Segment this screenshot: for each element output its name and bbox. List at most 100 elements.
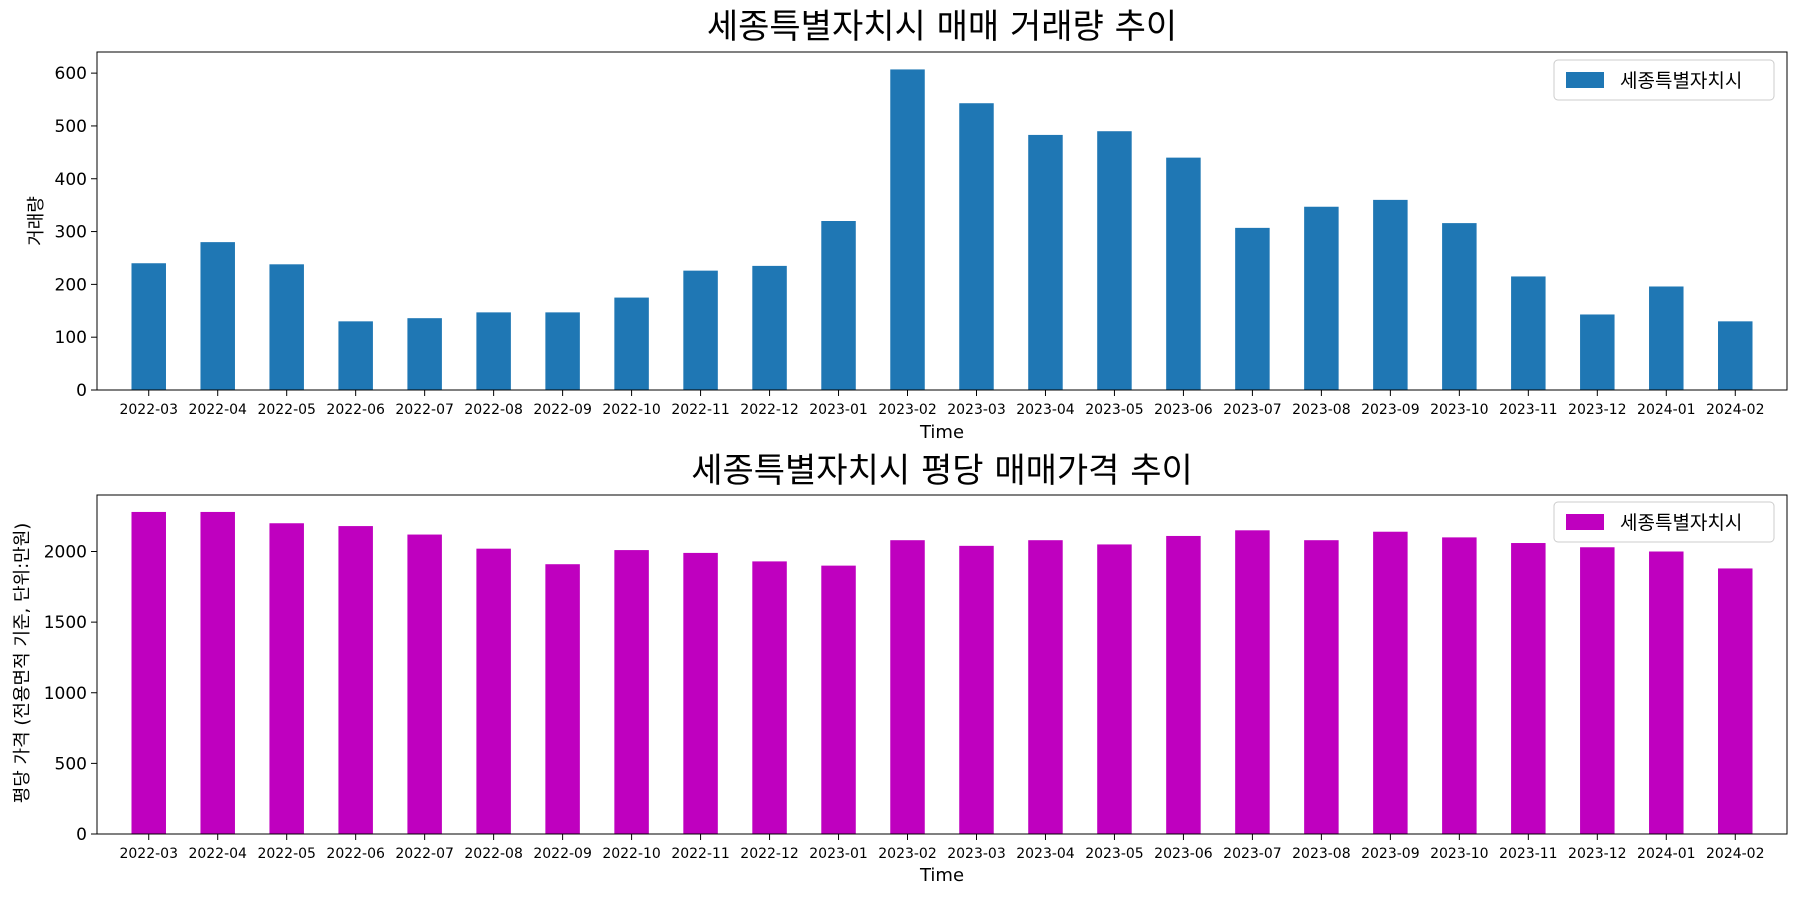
- bar: [1442, 537, 1477, 835]
- bar: [476, 548, 511, 834]
- x-tick-label: 2023-08: [1292, 402, 1351, 418]
- y-tick-label: 100: [55, 328, 87, 348]
- y-axis-label: 거래량: [26, 196, 47, 246]
- bar: [200, 242, 235, 391]
- bar: [407, 318, 442, 390]
- x-tick-label: 2022-06: [326, 402, 385, 418]
- bar: [959, 545, 994, 834]
- legend-frame: [1553, 501, 1775, 543]
- x-tick-label: 2023-09: [1361, 402, 1420, 418]
- axes-frame: [96, 494, 1788, 835]
- bar: [959, 103, 994, 390]
- bar: [200, 511, 235, 834]
- y-tick-label: 600: [55, 64, 87, 84]
- bar: [821, 221, 856, 390]
- bar: [1511, 276, 1546, 390]
- x-tick-label: 2022-11: [671, 402, 730, 418]
- bar: [1649, 551, 1684, 834]
- x-tick-label: 2024-02: [1706, 846, 1765, 862]
- bar: [1304, 206, 1339, 390]
- x-tick-label: 2022-03: [119, 402, 178, 418]
- bar: [1235, 530, 1270, 834]
- x-tick-label: 2022-08: [464, 846, 523, 862]
- chart-price: 세종특별자치시 평당 매매가격 추이 Time 평당 가격 (전용면적 기준, …: [12, 451, 1788, 886]
- x-tick-label: 2024-01: [1637, 402, 1696, 418]
- y-tick-label: 0: [76, 825, 87, 845]
- bar: [1373, 199, 1408, 391]
- x-tick-label: 2022-11: [671, 846, 730, 862]
- legend-swatch: [1566, 72, 1604, 88]
- bar: [131, 511, 166, 834]
- bar: [1166, 535, 1201, 834]
- bar: [1235, 227, 1270, 390]
- bar: [683, 270, 718, 390]
- bar: [338, 321, 373, 390]
- bar: [1166, 157, 1201, 391]
- legend-label: 세종특별자치시: [1620, 70, 1742, 92]
- y-tick-label: 0: [76, 381, 87, 401]
- x-tick-label: 2023-12: [1568, 402, 1627, 418]
- x-tick-label: 2023-06: [1154, 846, 1213, 862]
- x-tick-label: 2022-04: [188, 846, 247, 862]
- bar: [821, 565, 856, 835]
- y-tick-label: 1500: [44, 613, 87, 633]
- legend-swatch: [1566, 514, 1604, 530]
- bar: [1580, 547, 1615, 834]
- x-tick-label: 2023-07: [1223, 402, 1282, 418]
- x-tick-label: 2022-08: [464, 402, 523, 418]
- y-tick-label: 1000: [44, 684, 87, 704]
- bar: [752, 561, 787, 834]
- axes-frame: [96, 51, 1788, 391]
- bar: [269, 264, 304, 390]
- y-tick-label: 300: [55, 223, 87, 243]
- bar: [1097, 544, 1132, 834]
- x-tick-label: 2022-07: [395, 846, 454, 862]
- x-tick-label: 2023-12: [1568, 846, 1627, 862]
- bar: [1028, 540, 1063, 834]
- bar: [1718, 321, 1753, 390]
- bar: [890, 540, 925, 834]
- x-tick-label: 2023-10: [1430, 846, 1489, 862]
- x-tick-label: 2023-01: [809, 846, 868, 862]
- x-axis-label: Time: [919, 865, 964, 886]
- x-tick-label: 2022-05: [257, 402, 316, 418]
- bar: [1580, 314, 1615, 390]
- bar: [131, 263, 166, 390]
- x-tick-label: 2022-06: [326, 846, 385, 862]
- x-tick-label: 2022-12: [740, 402, 799, 418]
- legend: 세종특별자치시: [1553, 501, 1775, 543]
- y-tick-label: 200: [55, 275, 87, 295]
- x-tick-label: 2023-03: [947, 402, 1006, 418]
- y-axis-label: 평당 가격 (전용면적 기준, 단위:만원): [12, 523, 33, 804]
- x-tick-label: 2023-04: [1016, 846, 1075, 862]
- chart-title: 세종특별자치시 평당 매매가격 추이: [691, 451, 1193, 491]
- x-tick-label: 2023-04: [1016, 402, 1075, 418]
- x-axis-label: Time: [919, 422, 964, 443]
- bar: [890, 69, 925, 391]
- x-tick-label: 2022-10: [602, 402, 661, 418]
- bar: [1649, 286, 1684, 390]
- legend: 세종특별자치시: [1553, 59, 1775, 101]
- x-tick-label: 2023-09: [1361, 846, 1420, 862]
- x-tick-label: 2023-10: [1430, 402, 1489, 418]
- bar: [614, 550, 649, 834]
- bar: [1028, 134, 1063, 390]
- x-tick-label: 2022-05: [257, 846, 316, 862]
- legend-frame: [1553, 59, 1775, 101]
- x-tick-label: 2022-04: [188, 402, 247, 418]
- y-tick-label: 400: [55, 170, 87, 190]
- x-tick-label: 2022-12: [740, 846, 799, 862]
- bar: [1511, 543, 1546, 834]
- x-tick-label: 2023-03: [947, 846, 1006, 862]
- x-tick-label: 2023-05: [1085, 846, 1144, 862]
- plot-area: 0 500 1000 1500 2000 2022-03 2022-04 2022-05 202…: [44, 494, 1788, 862]
- y-tick-label: 500: [55, 117, 87, 137]
- bar: [683, 552, 718, 834]
- chart-volume: 세종특별자치시 매매 거래량 추이 Time 거래량 0 100 200 300 400…: [26, 7, 1788, 443]
- x-tick-label: 2022-10: [602, 846, 661, 862]
- x-tick-label: 2022-07: [395, 402, 454, 418]
- x-tick-label: 2023-02: [878, 846, 937, 862]
- bar: [1097, 131, 1132, 390]
- bar: [545, 564, 580, 834]
